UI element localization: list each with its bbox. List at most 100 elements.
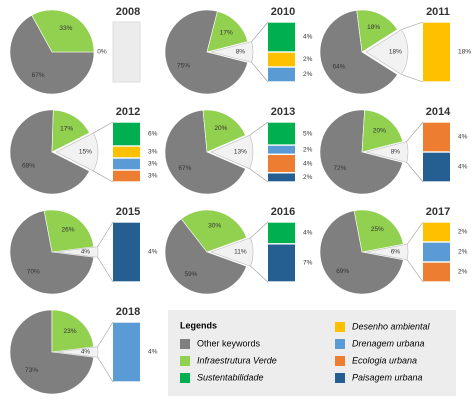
pie-label: 20% [373, 128, 386, 135]
bar-segment [113, 322, 140, 382]
connector [97, 221, 114, 247]
legend-label: Paisagem urbana [352, 372, 423, 382]
pie-slice [51, 309, 95, 353]
bar-segment [113, 158, 140, 170]
bar-label: 4% [303, 230, 313, 237]
chart-title: 2008 [116, 6, 140, 18]
pie-label: 33% [59, 25, 72, 32]
pie-slice [9, 109, 90, 195]
bar-segment [113, 122, 140, 146]
bar-label: 4% [148, 349, 158, 356]
bar-segment [268, 52, 295, 67]
bar-label: 4% [458, 134, 468, 141]
pie-slice [202, 109, 246, 153]
pie-label: 0% [97, 49, 107, 56]
bar-label: 2% [303, 71, 313, 78]
pie-slice [353, 209, 404, 253]
pie-slice [365, 29, 409, 75]
bar-label: 2% [303, 146, 313, 153]
legend-label: Other keywords [197, 338, 261, 348]
empty-bar [112, 21, 141, 83]
bar-label: 3% [148, 161, 158, 168]
legend-label: Infraestrutura Verde [197, 355, 277, 365]
legend-label: Drenagem urbana [352, 338, 425, 348]
bar-segment [423, 242, 450, 262]
bar-segment [423, 22, 450, 82]
legend-swatch [180, 356, 190, 366]
pie-label: 17% [60, 126, 73, 133]
bar-label: 2% [458, 229, 468, 236]
bar-label: 4% [458, 164, 468, 171]
connector [250, 266, 269, 283]
pie-label: 8% [236, 49, 246, 56]
bar-segment [268, 145, 295, 154]
bar-segment [268, 22, 295, 52]
pie-label: 8% [391, 149, 401, 156]
pie-slice [319, 9, 398, 95]
connector [406, 162, 424, 183]
pie-label: 23% [64, 328, 77, 335]
legend-label: Desenho ambiental [352, 321, 431, 331]
chart-title: 2015 [116, 206, 140, 218]
pie-label: 64% [332, 63, 345, 70]
legend-swatch [180, 339, 190, 349]
pie-slice [365, 141, 409, 163]
pie-slice [319, 210, 404, 295]
bar-segment [268, 155, 295, 173]
pie-label: 67% [178, 165, 191, 172]
chart-title: 2017 [426, 206, 450, 218]
pie-label: 30% [208, 223, 221, 230]
bar-segment [268, 244, 295, 282]
pie-slice [9, 14, 95, 95]
bar-segment [268, 222, 295, 244]
bar-segment [113, 146, 140, 158]
bar-segment [423, 222, 450, 242]
pie-label: 26% [62, 227, 75, 234]
bar-label: 6% [148, 131, 158, 138]
pie-slice [210, 134, 254, 170]
chart-title: 2011 [426, 6, 450, 18]
pie-slice [55, 346, 99, 358]
pie-label: 67% [32, 72, 45, 79]
pie-slice [31, 9, 95, 53]
pie-slice [164, 109, 246, 195]
connector [250, 221, 269, 238]
connector [407, 259, 424, 283]
connector [251, 21, 269, 42]
pie-slice [51, 109, 90, 153]
bar-segment [113, 222, 140, 282]
bar-label: 2% [303, 56, 313, 63]
legend-swatch [335, 322, 345, 332]
pie-label: 73% [25, 367, 38, 374]
legend-box [168, 310, 456, 396]
pie-label: 18% [367, 24, 380, 31]
pie-label: 4% [81, 249, 91, 256]
pie-label: 75% [177, 63, 190, 70]
bar-segment [423, 152, 450, 182]
chart-title: 2018 [116, 306, 140, 318]
legend-swatch [180, 373, 190, 383]
bar-segment [423, 262, 450, 282]
bar-label: 4% [303, 34, 313, 41]
pie-slice [9, 210, 95, 295]
connector [93, 121, 114, 134]
pie-label: 11% [234, 249, 247, 256]
pie-slice [164, 9, 249, 95]
chart-title: 2016 [271, 206, 295, 218]
pie-slice [365, 243, 409, 261]
pie-slice [356, 9, 398, 53]
pie-slice [43, 209, 95, 253]
bar-segment [268, 173, 295, 182]
connector [401, 21, 424, 30]
connector [401, 74, 424, 83]
pie-slice [361, 109, 404, 153]
chart-title: 2014 [426, 106, 451, 118]
bar-label: 2% [458, 269, 468, 276]
pie-label: 13% [234, 149, 247, 156]
pie-slice [180, 209, 247, 253]
connector [97, 321, 114, 347]
bar-label: 18% [458, 49, 471, 56]
legend-label: Sustentabilidade [197, 372, 264, 382]
chart-title: 2012 [116, 106, 140, 118]
